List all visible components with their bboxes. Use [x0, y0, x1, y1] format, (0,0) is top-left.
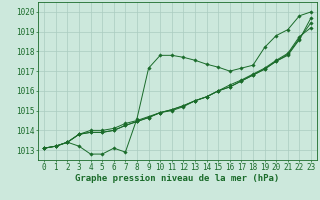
X-axis label: Graphe pression niveau de la mer (hPa): Graphe pression niveau de la mer (hPa) [76, 174, 280, 183]
